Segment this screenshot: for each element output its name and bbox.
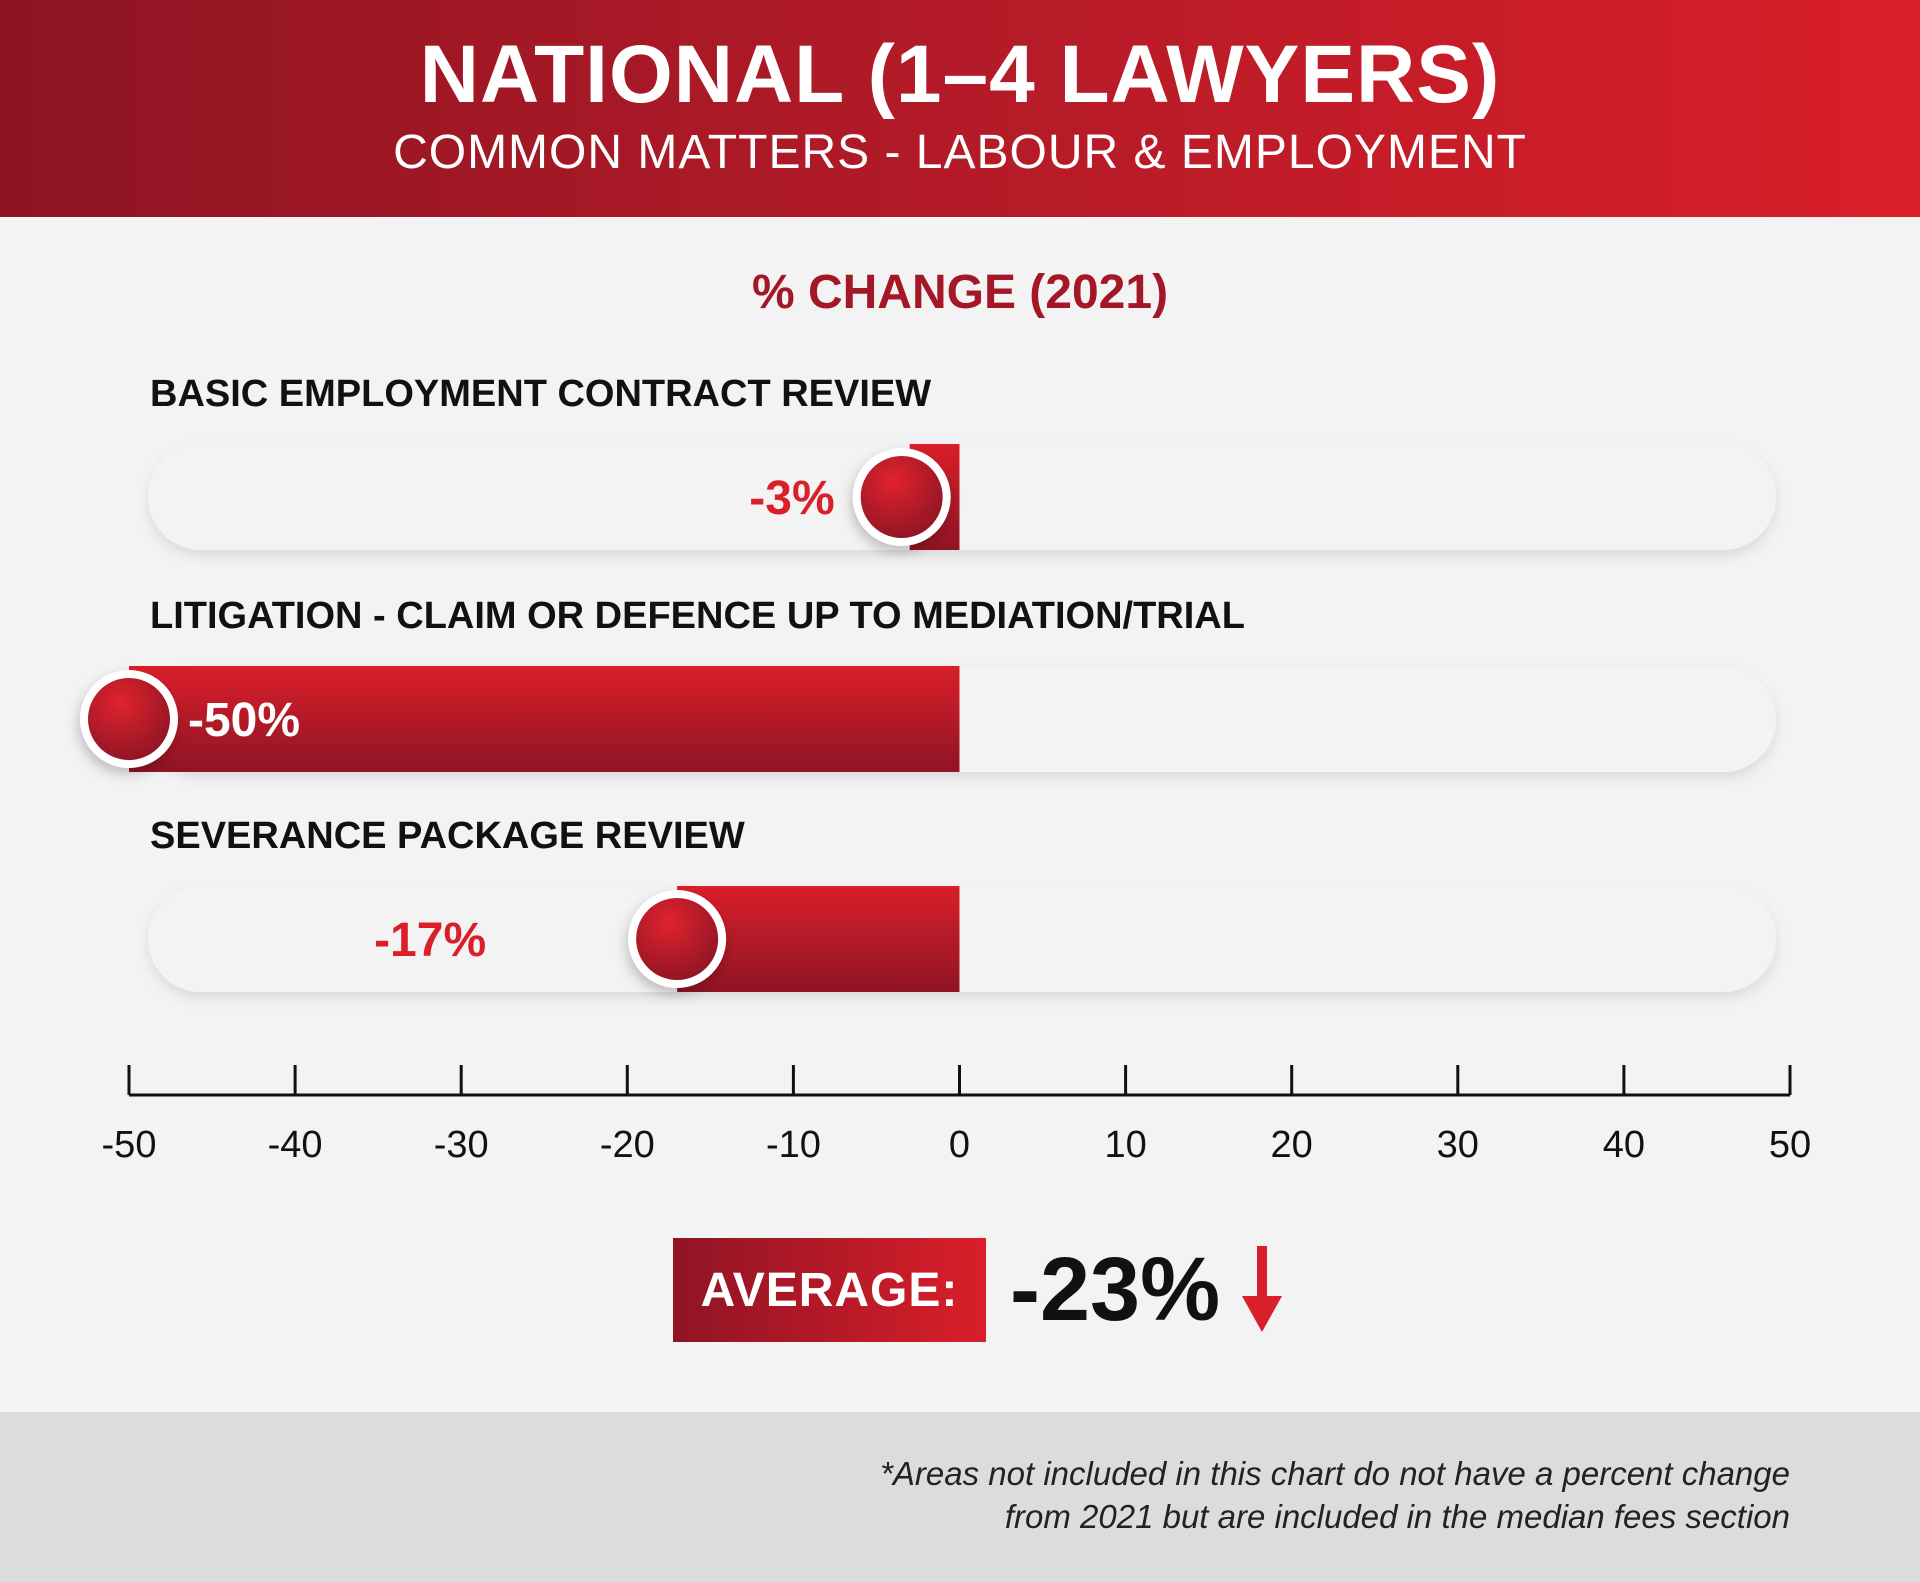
x-tick-label: -10	[766, 1124, 821, 1166]
arrow-down-icon	[1242, 1246, 1282, 1332]
x-tick-label: 50	[1769, 1124, 1811, 1166]
chart-row: LITIGATION - CLAIM OR DEFENCE UP TO MEDI…	[80, 595, 1776, 772]
bar-track	[148, 444, 1776, 550]
footnote-line-1: *Areas not included in this chart do not…	[880, 1455, 1790, 1492]
x-tick-label: 40	[1603, 1124, 1645, 1166]
data-label: -3%	[749, 472, 834, 525]
category-label: SEVERANCE PACKAGE REVIEW	[150, 815, 745, 857]
data-label: -50%	[188, 694, 300, 747]
average-label: AVERAGE:	[673, 1238, 986, 1342]
footnote: *Areas not included in this chart do not…	[880, 1452, 1790, 1538]
x-axis: -50 -40 -30 -20 -10 0 10 20 30 40 50	[102, 1065, 1811, 1166]
footnote-line-2: from 2021 but are included in the median…	[1004, 1498, 1790, 1535]
x-tick-label: -40	[268, 1124, 323, 1166]
page-subtitle: COMMON MATTERS - LABOUR & EMPLOYMENT	[393, 126, 1527, 179]
header-banner: NATIONAL (1–4 LAWYERS) COMMON MATTERS - …	[0, 0, 1920, 217]
bar-knob	[88, 678, 170, 760]
data-label: -17%	[374, 914, 486, 967]
chart-row: SEVERANCE PACKAGE REVIEW -17%	[148, 815, 1776, 992]
bar	[129, 666, 960, 772]
average-value: -23%	[1010, 1239, 1221, 1340]
x-tick-label: -30	[434, 1124, 489, 1166]
x-tick-label: -50	[102, 1124, 157, 1166]
bar-track	[148, 886, 1776, 992]
chart-row: BASIC EMPLOYMENT CONTRACT REVIEW -3%	[148, 373, 1776, 550]
page-title: NATIONAL (1–4 LAWYERS)	[419, 29, 1501, 120]
category-label: BASIC EMPLOYMENT CONTRACT REVIEW	[150, 373, 931, 415]
x-tick-label: 10	[1104, 1124, 1146, 1166]
x-tick-label: 20	[1271, 1124, 1313, 1166]
x-tick-label: 30	[1437, 1124, 1479, 1166]
chart-title: % CHANGE (2021)	[751, 266, 1169, 319]
x-tick-label: 0	[949, 1124, 970, 1166]
x-tick-label: -20	[600, 1124, 655, 1166]
category-label: LITIGATION - CLAIM OR DEFENCE UP TO MEDI…	[150, 595, 1245, 637]
bar-knob	[636, 898, 719, 980]
bar-knob	[860, 456, 943, 538]
footer: *Areas not included in this chart do not…	[0, 1412, 1920, 1582]
